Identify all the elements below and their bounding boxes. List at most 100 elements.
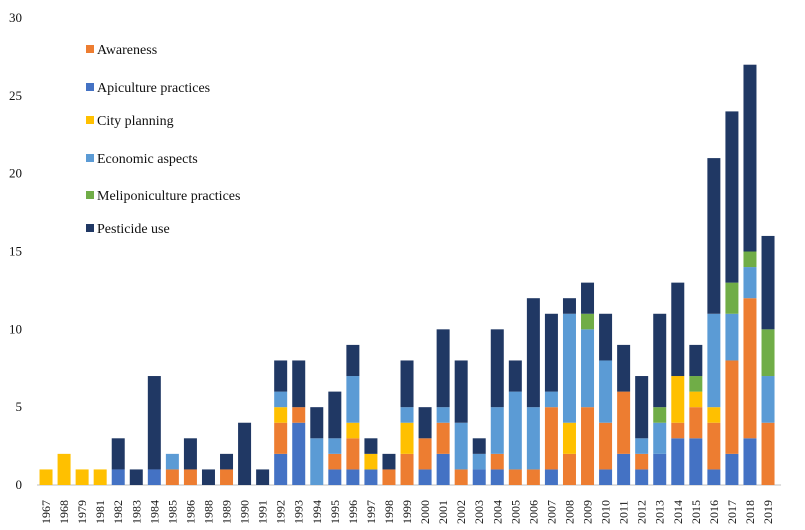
bar-segment-economic-aspects-1992	[274, 391, 288, 408]
legend-swatch	[86, 45, 94, 53]
bar-segment-awareness-1995	[328, 453, 342, 470]
y-tick-label: 15	[9, 244, 22, 259]
bar-segment-awareness-2000	[418, 438, 432, 470]
x-tick-label: 1968	[57, 500, 71, 524]
x-tick-label: 1979	[75, 500, 89, 524]
legend-label: Economic aspects	[97, 152, 198, 167]
bar-segment-pesticide-use-1993	[292, 360, 306, 408]
bar-segment-city-planning-1996	[346, 422, 360, 439]
bar-segment-apiculture-practices-2015	[689, 438, 703, 485]
x-tick-label: 2010	[599, 500, 613, 524]
bar-segment-meliponiculture-practices-2015	[689, 376, 703, 392]
bar-segment-economic-aspects-2003	[472, 453, 486, 470]
bar-segment-awareness-1985	[165, 469, 179, 485]
bar-segment-city-planning-2008	[562, 422, 576, 454]
bar-segment-pesticide-use-2003	[472, 438, 486, 454]
bar-segment-economic-aspects-2016	[707, 313, 721, 408]
bar-segment-apiculture-practices-2014	[671, 438, 685, 485]
bar-segment-awareness-2010	[599, 422, 613, 470]
bar-segment-meliponiculture-practices-2019	[761, 329, 775, 377]
bar-segment-economic-aspects-2002	[454, 422, 468, 470]
bar-segment-apiculture-practices-1984	[147, 469, 161, 485]
bar-segment-economic-aspects-2012	[635, 438, 649, 454]
bar-segment-pesticide-use-2018	[743, 64, 757, 252]
legend-swatch	[86, 191, 94, 199]
bar-segment-awareness-1999	[400, 453, 414, 485]
x-tick-label: 1985	[165, 500, 179, 524]
bar-segment-pesticide-use-1984	[147, 376, 161, 470]
bar-segment-awareness-2015	[689, 407, 703, 439]
bar-segment-pesticide-use-1999	[400, 360, 414, 408]
x-tick-label: 2007	[544, 500, 558, 524]
x-tick-label: 2011	[617, 500, 631, 524]
bar-segment-apiculture-practices-1993	[292, 422, 306, 485]
x-tick-label: 1991	[256, 500, 270, 524]
bar-segment-economic-aspects-1999	[400, 407, 414, 423]
legend-label: Meliponiculture practices	[97, 189, 240, 204]
y-tick-label: 5	[16, 399, 23, 414]
bar-segment-awareness-2017	[725, 360, 739, 454]
bar-segment-economic-aspects-2010	[599, 360, 613, 423]
x-tick-label: 1989	[220, 500, 234, 524]
x-tick-label: 2016	[707, 500, 721, 524]
y-tick-label: 30	[9, 10, 22, 25]
bar-segment-pesticide-use-1994	[310, 407, 324, 439]
bar-segment-pesticide-use-2002	[454, 360, 468, 423]
bar-segment-awareness-2005	[508, 469, 522, 485]
bar-segment-awareness-2016	[707, 422, 721, 470]
x-tick-label: 1990	[238, 500, 252, 524]
bar-segment-apiculture-practices-2003	[472, 469, 486, 485]
bar-segment-pesticide-use-2017	[725, 111, 739, 283]
x-tick-label: 1992	[274, 500, 288, 524]
x-tick-label: 2003	[472, 500, 486, 524]
legend-swatch	[86, 83, 94, 91]
bar-segment-economic-aspects-2017	[725, 313, 739, 361]
bar-segment-city-planning-1997	[364, 453, 378, 470]
bar-segment-apiculture-practices-2004	[490, 469, 504, 485]
bar-segment-city-planning-1992	[274, 407, 288, 423]
bar-segment-meliponiculture-practices-2017	[725, 282, 739, 314]
x-tick-label: 1997	[364, 500, 378, 524]
bar-segment-pesticide-use-1990	[238, 422, 252, 485]
bar-segment-apiculture-practices-2016	[707, 469, 721, 485]
x-tick-label: 1988	[201, 500, 215, 524]
bar-segment-pesticide-use-2006	[526, 298, 540, 408]
bar-segment-economic-aspects-2001	[436, 407, 450, 423]
bar-segment-pesticide-use-2014	[671, 282, 685, 377]
bars-group	[39, 64, 775, 485]
x-tick-label: 1986	[183, 500, 197, 524]
bar-segment-economic-aspects-1996	[346, 376, 360, 423]
legend-label: City planning	[97, 114, 174, 129]
x-tick-label: 1998	[382, 500, 396, 524]
bar-segment-pesticide-use-1998	[382, 453, 396, 470]
bar-segment-awareness-1989	[220, 469, 234, 485]
bar-segment-awareness-2001	[436, 422, 450, 454]
bar-segment-pesticide-use-1997	[364, 438, 378, 454]
bar-segment-economic-aspects-2007	[544, 391, 558, 408]
bar-segment-economic-aspects-2019	[761, 376, 775, 423]
legend-swatch	[86, 154, 94, 162]
legend-label: Pesticide use	[97, 222, 170, 237]
x-tick-label: 1984	[147, 500, 161, 524]
x-tick-label: 2000	[418, 500, 432, 524]
bar-segment-economic-aspects-2004	[490, 407, 504, 454]
bar-segment-pesticide-use-2008	[562, 298, 576, 314]
bar-segment-apiculture-practices-2011	[617, 453, 631, 485]
bar-segment-awareness-1986	[183, 469, 197, 485]
y-tick-label: 25	[9, 88, 22, 103]
bar-segment-awareness-2007	[544, 407, 558, 470]
bar-segment-apiculture-practices-2007	[544, 469, 558, 485]
bar-segment-pesticide-use-2013	[653, 313, 667, 408]
x-tick-label: 2002	[454, 500, 468, 524]
bar-segment-apiculture-practices-1982	[111, 469, 125, 485]
bar-segment-city-planning-1979	[75, 469, 89, 485]
y-tick-label: 10	[9, 321, 22, 336]
bar-segment-apiculture-practices-2013	[653, 453, 667, 485]
bar-segment-apiculture-practices-1995	[328, 469, 342, 485]
bar-segment-meliponiculture-practices-2013	[653, 407, 667, 423]
x-tick-label: 2006	[526, 500, 540, 524]
bar-segment-awareness-2018	[743, 298, 757, 439]
x-tick-label: 2019	[761, 500, 775, 524]
bar-segment-pesticide-use-2010	[599, 313, 613, 361]
x-tick-label: 2012	[635, 500, 649, 524]
